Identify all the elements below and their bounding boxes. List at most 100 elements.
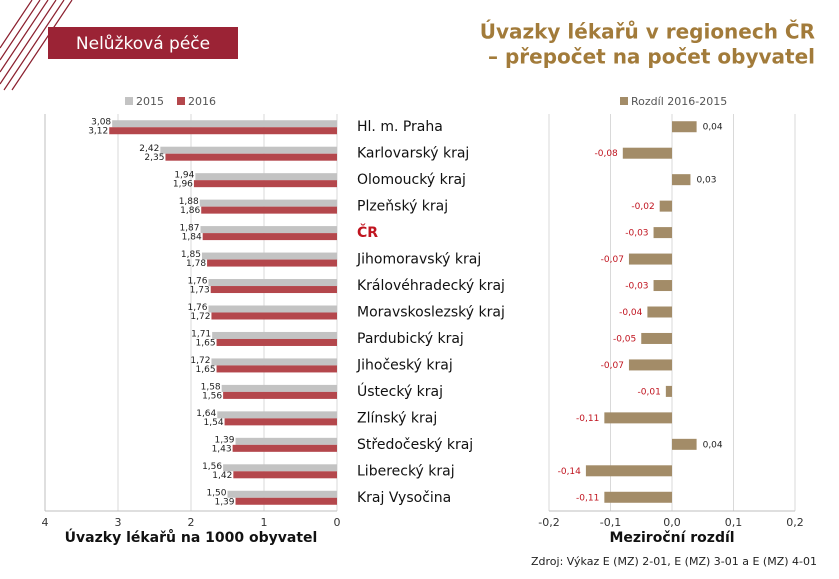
value-label: -0,07	[601, 255, 624, 265]
bar	[585, 465, 672, 477]
value-label: 1,94	[174, 171, 194, 181]
value-label: -0,03	[625, 229, 648, 239]
title: – přepočet na počet obyvatel	[488, 45, 815, 69]
legend-label: 2015	[136, 95, 164, 108]
legend-label: 2016	[188, 95, 216, 108]
value-label: -0,05	[613, 334, 636, 344]
bar	[628, 253, 672, 265]
value-label: 0,03	[696, 176, 716, 186]
value-label: 1,73	[190, 286, 210, 296]
bar	[216, 338, 337, 346]
bar	[208, 279, 337, 287]
bar	[233, 471, 337, 479]
bar	[653, 227, 672, 239]
value-label: 1,39	[214, 497, 234, 507]
value-label: 1,65	[196, 338, 216, 348]
value-label: 1,65	[196, 365, 216, 375]
bar	[665, 385, 672, 397]
bar	[672, 121, 697, 133]
corner-decoration	[0, 0, 73, 91]
value-label: 1,76	[187, 277, 207, 287]
bar	[216, 365, 337, 373]
banner-text: Nelůžková péče	[76, 34, 210, 54]
title: Úvazky lékařů v regionech ČR	[480, 20, 815, 44]
bar	[227, 490, 337, 498]
bar	[232, 444, 337, 452]
bar	[195, 173, 337, 181]
bar	[201, 252, 337, 260]
category-label: Liberecký kraj	[357, 463, 455, 479]
bar	[622, 147, 672, 159]
value-label: 1,96	[173, 180, 193, 190]
bar	[208, 305, 337, 313]
x-tick-label: 0	[334, 516, 341, 529]
value-label: -0,14	[558, 467, 582, 477]
bar	[604, 491, 672, 503]
category-label: Jihomoravský kraj	[356, 252, 481, 268]
legend-swatch	[125, 97, 133, 105]
category-label: Pardubický kraj	[357, 331, 464, 347]
value-label: 1,54	[204, 418, 224, 428]
value-label: 1,71	[191, 329, 211, 339]
bar	[235, 497, 337, 505]
bar	[604, 412, 672, 424]
bar	[223, 464, 337, 472]
x-tick-label: 0,0	[663, 516, 681, 529]
x-tick-label: 0,2	[786, 516, 804, 529]
value-label: -0,11	[576, 414, 599, 424]
value-label: 1,56	[202, 462, 222, 472]
bar	[212, 331, 337, 339]
value-label: -0,02	[631, 202, 654, 212]
category-label: ČR	[357, 223, 378, 241]
category-label: Ústecký kraj	[357, 382, 443, 400]
x-tick-label: 3	[115, 516, 122, 529]
category-label: Středočeský kraj	[357, 437, 473, 453]
bar	[165, 153, 337, 161]
value-label: 1,88	[179, 197, 199, 207]
value-label: 1,72	[190, 312, 210, 322]
bar	[109, 127, 338, 135]
value-label: 1,76	[187, 303, 207, 313]
bar	[200, 226, 337, 234]
x-axis-label: Úvazky lékařů na 1000 obyvatel	[65, 528, 318, 546]
value-label: 0,04	[703, 123, 723, 133]
value-label: 1,58	[201, 382, 221, 392]
value-label: -0,03	[625, 282, 648, 292]
category-label: Jihočeský kraj	[356, 357, 453, 373]
bar	[659, 200, 672, 212]
value-label: 1,84	[182, 233, 202, 243]
value-label: 1,87	[179, 224, 199, 234]
category-label: Moravskoslezský kraj	[357, 305, 505, 321]
bar	[207, 259, 337, 267]
bar	[653, 280, 672, 292]
value-label: -0,07	[601, 361, 624, 371]
category-label: Plzeňský kraj	[357, 199, 448, 215]
category-label: Hl. m. Praha	[357, 119, 443, 135]
bar	[201, 206, 337, 214]
category-label: Zlínský kraj	[357, 410, 437, 426]
x-tick-label: 2	[188, 516, 195, 529]
bar	[223, 391, 337, 399]
value-label: -0,04	[619, 308, 643, 318]
legend-swatch	[177, 97, 185, 105]
value-label: 1,43	[212, 444, 232, 454]
bar	[193, 180, 337, 188]
x-tick-label: 4	[42, 516, 49, 529]
bar	[202, 233, 337, 241]
bar	[210, 286, 337, 294]
category-label: Karlovarský kraj	[357, 146, 469, 162]
bar	[112, 120, 337, 128]
value-label: -0,01	[638, 387, 661, 397]
category-label: Olomoucký kraj	[357, 172, 466, 188]
bar	[211, 358, 337, 366]
value-label: 1,42	[212, 471, 232, 481]
bar	[199, 199, 337, 207]
value-label: 1,56	[202, 391, 222, 401]
x-tick-label: -0,2	[538, 516, 559, 529]
x-tick-label: -0,1	[600, 516, 621, 529]
value-label: 1,64	[196, 409, 216, 419]
charts: 4 3 2 1 0 Úvazky lékařů na 1000 obyvatel 2015 2…	[42, 95, 804, 546]
bar	[217, 411, 337, 419]
